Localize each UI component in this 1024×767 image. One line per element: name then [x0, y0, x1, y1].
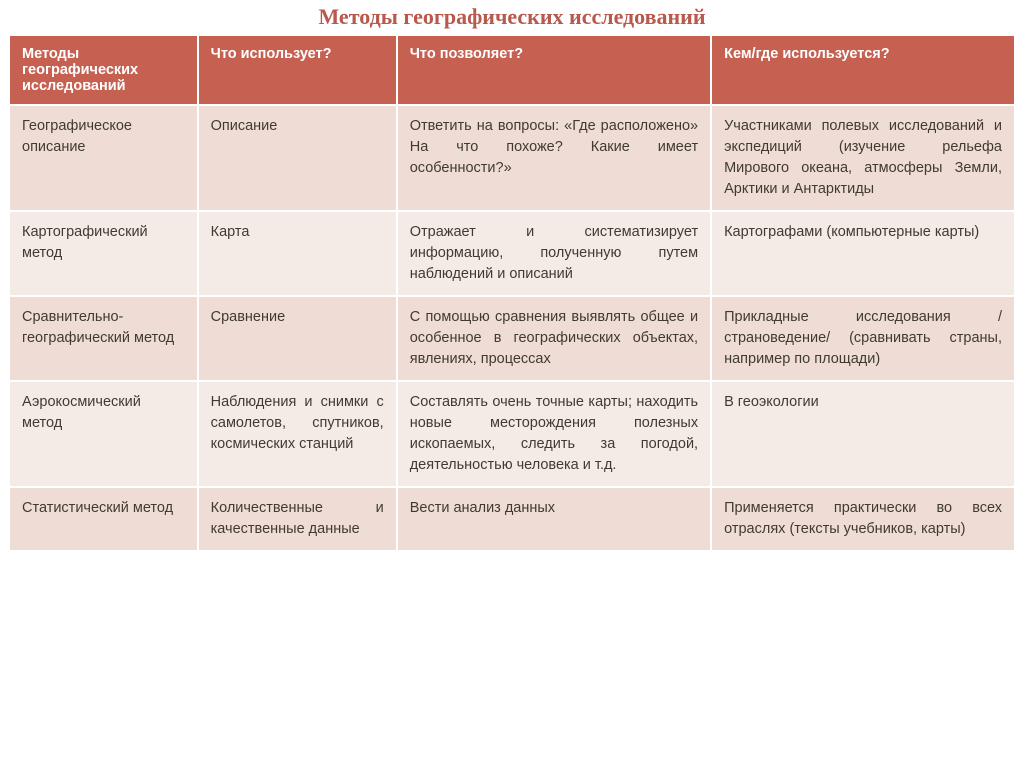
table-row: Сравнительно-географический метод Сравне…	[9, 296, 1015, 381]
cell-who: Применяется практически во всех отраслях…	[711, 487, 1015, 551]
table-row: Картографический метод Карта Отражает и …	[9, 211, 1015, 296]
col-header-method: Методы географических исследований	[9, 35, 198, 105]
table-header-row: Методы географических исследований Что и…	[9, 35, 1015, 105]
page-title: Методы географических исследований	[8, 4, 1016, 30]
col-header-uses: Что использует?	[198, 35, 397, 105]
methods-table: Методы географических исследований Что и…	[8, 34, 1016, 552]
cell-method: Картографический метод	[9, 211, 198, 296]
cell-allows: Вести анализ данных	[397, 487, 711, 551]
cell-allows: Отражает и систематизирует информацию, п…	[397, 211, 711, 296]
cell-uses: Сравнение	[198, 296, 397, 381]
cell-uses: Карта	[198, 211, 397, 296]
cell-allows: Составлять очень точные карты; находить …	[397, 381, 711, 487]
table-row: Географическое описание Описание Ответит…	[9, 105, 1015, 211]
cell-uses: Описание	[198, 105, 397, 211]
cell-allows: Ответить на вопросы: «Где расположено» Н…	[397, 105, 711, 211]
cell-uses: Количественные и качественные данные	[198, 487, 397, 551]
page-wrapper: Методы географических исследований Метод…	[0, 0, 1024, 560]
table-row: Аэрокосмический метод Наблюдения и снимк…	[9, 381, 1015, 487]
cell-who: Участниками полевых исследований и экспе…	[711, 105, 1015, 211]
cell-who: Картографами (компьютерные карты)	[711, 211, 1015, 296]
cell-method: Аэрокосмический метод	[9, 381, 198, 487]
cell-method: Географическое описание	[9, 105, 198, 211]
cell-method: Статистический метод	[9, 487, 198, 551]
cell-who: В геоэкологии	[711, 381, 1015, 487]
col-header-who: Кем/где используется?	[711, 35, 1015, 105]
table-row: Статистический метод Количественные и ка…	[9, 487, 1015, 551]
cell-who: Прикладные исследования /страноведение/ …	[711, 296, 1015, 381]
cell-method: Сравнительно-географический метод	[9, 296, 198, 381]
cell-allows: С помощью сравнения выявлять общее и осо…	[397, 296, 711, 381]
cell-uses: Наблюдения и снимки с самолетов, спутник…	[198, 381, 397, 487]
col-header-allows: Что позволяет?	[397, 35, 711, 105]
